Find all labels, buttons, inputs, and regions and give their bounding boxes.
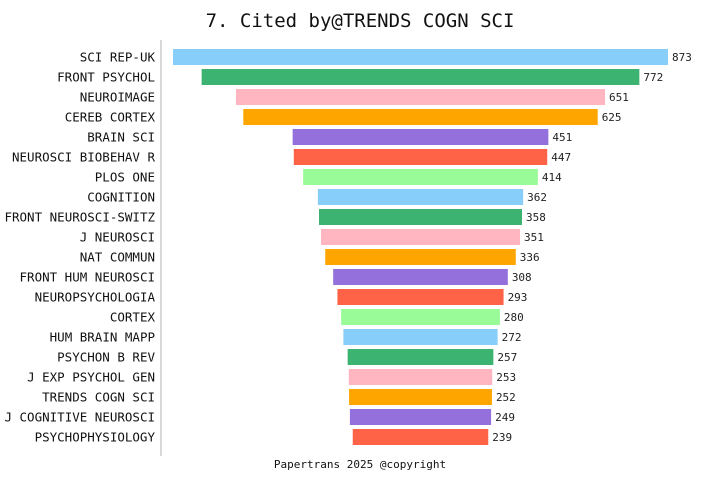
category-label: NEUROPSYCHOLOGIA: [35, 290, 156, 305]
data-label: 293: [508, 291, 528, 304]
bar: [347, 349, 494, 365]
footer-copyright: Papertrans 2025 @copyright: [273, 458, 447, 471]
category-label: PSYCHOPHYSIOLOGY: [35, 430, 156, 445]
bar: [173, 49, 668, 65]
category-label: COGNITION: [87, 190, 155, 205]
bar: [349, 389, 492, 405]
category-label: J EXP PSYCHOL GEN: [27, 370, 155, 385]
data-label: 447: [551, 151, 571, 164]
data-label: 451: [552, 131, 572, 144]
data-label: 362: [527, 191, 547, 204]
data-label: 358: [526, 211, 546, 224]
bar: [325, 249, 516, 265]
chart-title: 7. Cited by@TRENDS COGN SCI: [205, 10, 515, 32]
data-label: 651: [609, 91, 629, 104]
category-label: NAT COMMUN: [80, 250, 155, 265]
category-label: CORTEX: [110, 310, 156, 325]
category-label: J NEUROSCI: [80, 230, 155, 245]
category-label: HUM BRAIN MAPP: [50, 330, 155, 345]
category-label: NEUROSCI BIOBEHAV R: [12, 150, 155, 165]
bar: [337, 289, 504, 305]
bar: [243, 109, 598, 125]
data-label: 351: [524, 231, 544, 244]
category-label: NEUROIMAGE: [80, 90, 155, 105]
bar: [317, 189, 524, 205]
bar: [333, 269, 508, 285]
data-label: 252: [496, 391, 516, 404]
category-label: FRONT NEUROSCI-SWITZ: [4, 210, 155, 225]
category-label: TRENDS COGN SCI: [42, 390, 155, 405]
data-label: 336: [520, 251, 540, 264]
bar: [352, 429, 489, 445]
data-label: 253: [496, 371, 516, 384]
bar: [348, 369, 493, 385]
bar: [292, 129, 549, 145]
bar: [303, 169, 538, 185]
category-label: FRONT PSYCHOL: [57, 70, 155, 85]
data-label: 272: [502, 331, 522, 344]
bar: [343, 329, 498, 345]
category-label: PLOS ONE: [95, 170, 155, 185]
bar: [320, 229, 521, 245]
data-label: 873: [672, 51, 692, 64]
category-label: J COGNITIVE NEUROSCI: [4, 410, 155, 425]
data-label: 257: [497, 351, 517, 364]
category-label: CEREB CORTEX: [65, 110, 156, 125]
category-label: FRONT HUM NEUROSCI: [20, 270, 155, 285]
data-label: 625: [602, 111, 622, 124]
bar: [235, 89, 606, 105]
bar: [201, 69, 640, 85]
category-label: SCI REP-UK: [80, 50, 156, 65]
bar: [293, 149, 548, 165]
data-label: 414: [542, 171, 562, 184]
data-label: 239: [492, 431, 512, 444]
category-label: PSYCHON B REV: [57, 350, 155, 365]
bar: [319, 209, 522, 225]
data-label: 280: [504, 311, 524, 324]
data-label: 249: [495, 411, 515, 424]
data-label: 772: [643, 71, 663, 84]
bar: [341, 309, 500, 325]
data-label: 308: [512, 271, 532, 284]
category-label: BRAIN SCI: [87, 130, 155, 145]
bar: [349, 409, 492, 425]
